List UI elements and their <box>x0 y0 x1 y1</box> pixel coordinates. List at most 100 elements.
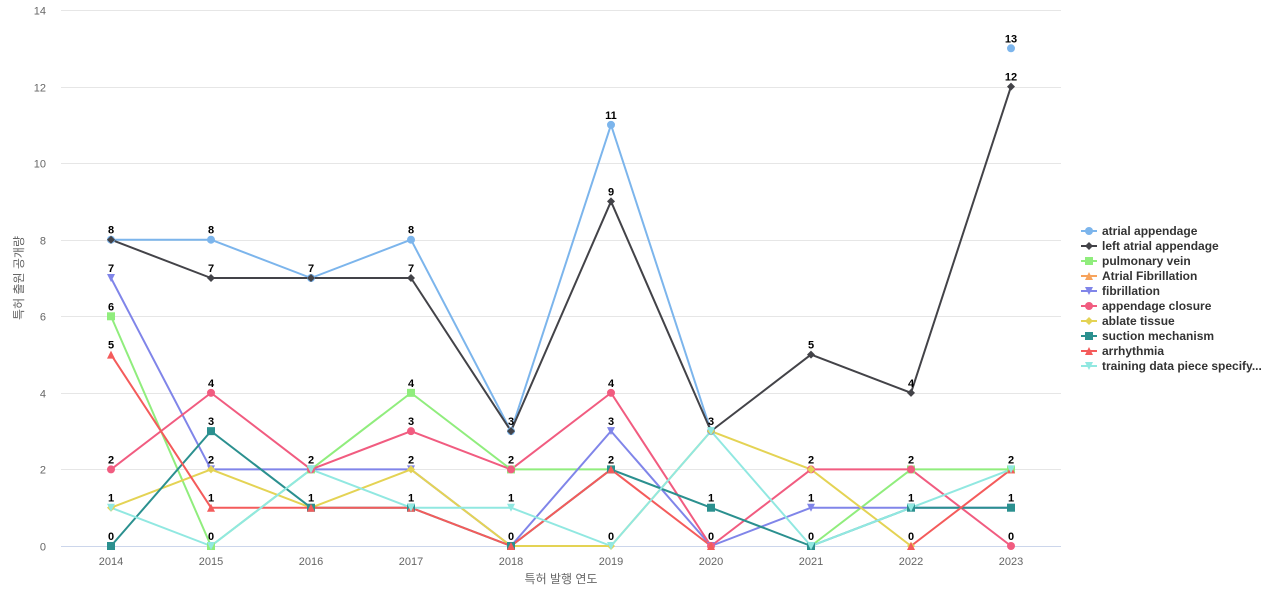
legend-marker <box>1085 257 1093 265</box>
legend-label[interactable]: arrhythmia <box>1102 344 1164 358</box>
data-point-suction-mechanism[interactable] <box>707 503 715 512</box>
legend-item-pulmonary-vein[interactable]: pulmonary vein <box>1081 254 1191 268</box>
data-label: 4 <box>608 378 615 390</box>
data-point-suction-mechanism[interactable] <box>207 427 215 436</box>
data-point-pulmonary-vein[interactable] <box>407 388 415 397</box>
legend-marker <box>1085 347 1093 355</box>
data-point-pulmonary-vein[interactable] <box>107 312 115 321</box>
data-point-training-data-piece-specify[interactable] <box>807 542 815 550</box>
data-label: 8 <box>208 225 214 237</box>
data-point-atrial-appendage[interactable] <box>407 235 415 244</box>
data-point-appendage-closure[interactable] <box>207 388 215 397</box>
data-point-training-data-piece-specify[interactable] <box>207 542 215 550</box>
data-point-training-data-piece-specify[interactable] <box>607 542 615 550</box>
data-point-appendage-closure[interactable] <box>1007 542 1015 550</box>
data-label: 1 <box>1008 493 1014 505</box>
data-label: 3 <box>208 416 214 428</box>
y-tick-label: 8 <box>40 236 46 248</box>
data-label: 0 <box>908 531 914 543</box>
data-point-training-data-piece-specify[interactable] <box>1007 465 1015 474</box>
data-point-atrial-appendage[interactable] <box>607 120 615 129</box>
legend-item-training-data-piece-specify[interactable]: training data piece specify... <box>1081 359 1262 373</box>
data-point-ablate-tissue[interactable] <box>407 465 415 474</box>
data-point-left-atrial-appendage[interactable] <box>607 197 615 206</box>
data-point-training-data-piece-specify[interactable] <box>907 503 915 512</box>
series-line-appendage-closure <box>110 391 1012 547</box>
legend-item-arrhythmia[interactable]: arrhythmia <box>1081 344 1164 358</box>
y-tick-label: 10 <box>34 159 46 171</box>
y-axis-title: 특허 출원 공개량 <box>12 236 26 320</box>
data-point-arrhythmia[interactable] <box>607 465 615 474</box>
data-point-fibrillation[interactable] <box>607 427 615 436</box>
legend-item-atrial-appendage[interactable]: atrial appendage <box>1081 224 1198 238</box>
data-label: 0 <box>108 531 114 543</box>
data-point-arrhythmia[interactable] <box>707 542 715 550</box>
legend-marker <box>1085 302 1093 310</box>
data-point-appendage-closure[interactable] <box>107 465 115 474</box>
y-tick-label: 6 <box>40 312 46 324</box>
legend-item-atrial-fibrillation[interactable]: Atrial Fibrillation <box>1081 269 1197 283</box>
data-point-atrial-appendage[interactable] <box>207 235 215 244</box>
data-point-arrhythmia[interactable] <box>307 503 315 512</box>
data-point-training-data-piece-specify[interactable] <box>507 503 515 512</box>
data-point-appendage-closure[interactable] <box>907 465 915 474</box>
data-point-ablate-tissue[interactable] <box>807 465 815 474</box>
data-point-left-atrial-appendage[interactable] <box>907 388 915 397</box>
data-point-suction-mechanism[interactable] <box>107 542 115 550</box>
data-point-training-data-piece-specify[interactable] <box>407 503 415 512</box>
legend-label[interactable]: ablate tissue <box>1102 314 1175 328</box>
data-point-left-atrial-appendage[interactable] <box>207 274 215 282</box>
data-label: 3 <box>408 416 414 428</box>
data-point-fibrillation[interactable] <box>807 503 815 512</box>
data-label: 1 <box>708 493 714 505</box>
data-point-appendage-closure[interactable] <box>407 427 415 436</box>
data-label: 3 <box>708 416 714 428</box>
data-point-arrhythmia[interactable] <box>107 350 115 359</box>
data-point-arrhythmia[interactable] <box>207 503 215 512</box>
data-point-fibrillation[interactable] <box>107 274 115 282</box>
legend-item-suction-mechanism[interactable]: suction mechanism <box>1081 329 1214 343</box>
data-point-arrhythmia[interactable] <box>907 542 915 550</box>
data-point-left-atrial-appendage[interactable] <box>307 274 315 282</box>
data-point-left-atrial-appendage[interactable] <box>1007 82 1015 91</box>
data-label: 2 <box>208 454 214 466</box>
data-point-training-data-piece-specify[interactable] <box>707 427 715 436</box>
data-point-left-atrial-appendage[interactable] <box>507 427 515 436</box>
y-axis-ticks: 0 2 4 6 8 10 12 14 <box>34 6 46 554</box>
data-point-left-atrial-appendage[interactable] <box>407 274 415 282</box>
data-label: 3 <box>608 416 614 428</box>
data-point-ablate-tissue[interactable] <box>207 465 215 474</box>
legend-label[interactable]: atrial appendage <box>1102 224 1198 238</box>
data-point-appendage-closure[interactable] <box>507 465 515 474</box>
data-label: 13 <box>1005 33 1017 45</box>
legend-label[interactable]: fibrillation <box>1102 284 1160 298</box>
data-label: 0 <box>208 531 214 543</box>
data-label: 0 <box>608 531 614 543</box>
legend-label[interactable]: training data piece specify... <box>1102 359 1262 373</box>
data-point-training-data-piece-specify[interactable] <box>307 465 315 474</box>
series-line-atrial-appendage <box>111 48 1011 431</box>
data-point-atrial-appendage[interactable] <box>1007 44 1015 53</box>
legend-marker <box>1085 227 1093 235</box>
data-point-left-atrial-appendage[interactable] <box>107 235 115 244</box>
data-point-appendage-closure[interactable] <box>607 388 615 397</box>
data-point-training-data-piece-specify[interactable] <box>107 503 115 512</box>
legend-label[interactable]: appendage closure <box>1102 299 1212 313</box>
legend-label[interactable]: Atrial Fibrillation <box>1102 269 1197 283</box>
legend-label[interactable]: pulmonary vein <box>1102 254 1191 268</box>
data-point-left-atrial-appendage[interactable] <box>807 350 815 359</box>
data-point-arrhythmia[interactable] <box>507 542 515 550</box>
x-tick-label: 2023 <box>999 556 1023 568</box>
legend-label[interactable]: left atrial appendage <box>1102 239 1219 253</box>
legend-item-fibrillation[interactable]: fibrillation <box>1081 284 1160 298</box>
data-label: 0 <box>508 531 514 543</box>
data-label: 12 <box>1005 72 1017 84</box>
data-point-suction-mechanism[interactable] <box>1007 503 1015 512</box>
legend-item-ablate-tissue[interactable]: ablate tissue <box>1081 314 1175 328</box>
y-tick-label: 0 <box>40 542 46 554</box>
legend-item-appendage-closure[interactable]: appendage closure <box>1081 299 1212 313</box>
legend-label[interactable]: suction mechanism <box>1102 329 1214 343</box>
legend-item-left-atrial-appendage[interactable]: left atrial appendage <box>1081 239 1219 253</box>
